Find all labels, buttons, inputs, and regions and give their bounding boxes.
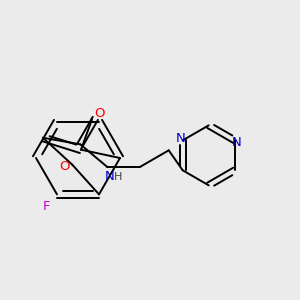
Text: F: F	[43, 200, 51, 213]
Text: N: N	[104, 170, 114, 183]
Text: O: O	[94, 107, 105, 120]
Text: N: N	[176, 132, 186, 145]
Text: N: N	[232, 136, 242, 149]
Text: O: O	[59, 160, 70, 173]
Text: H: H	[114, 172, 122, 182]
